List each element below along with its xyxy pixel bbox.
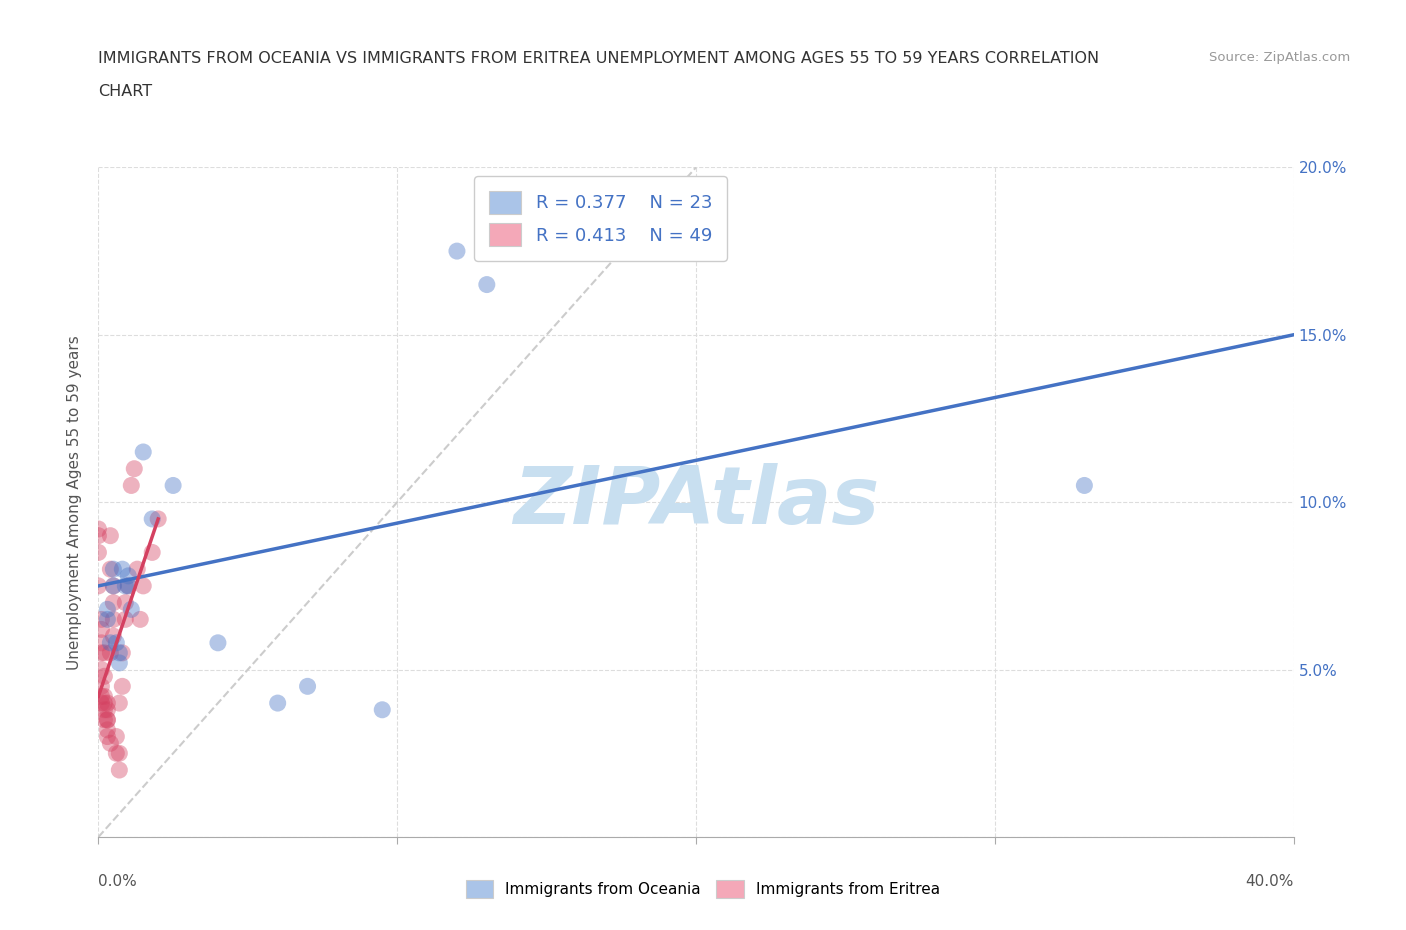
Text: 0.0%: 0.0% (98, 874, 138, 889)
Point (124, 461, 146, 476)
Point (108, 763, 131, 777)
Point (93, 696, 115, 711)
Point (108, 656, 131, 671)
Y-axis label: Unemployment Among Ages 55 to 59 years: Unemployment Among Ages 55 to 59 years (67, 335, 83, 670)
Point (90, 612, 112, 627)
Point (120, 478, 142, 493)
Point (93, 702, 115, 717)
Text: IMMIGRANTS FROM OCEANIA VS IMMIGRANTS FROM ERITREA UNEMPLOYMENT AMONG AGES 55 TO: IMMIGRANTS FROM OCEANIA VS IMMIGRANTS FR… (98, 51, 1099, 66)
Point (371, 702, 394, 717)
Point (297, 679, 319, 694)
Point (100, 635, 122, 650)
Point (111, 679, 134, 694)
Point (103, 578, 125, 593)
Point (120, 602, 142, 617)
Point (100, 736, 122, 751)
Point (96, 723, 118, 737)
Point (96, 612, 118, 627)
Point (93, 689, 115, 704)
Point (90, 635, 112, 650)
Point (105, 635, 128, 650)
Point (90, 622, 112, 637)
Point (141, 512, 163, 526)
Point (446, 244, 468, 259)
Point (117, 578, 139, 593)
Legend: Immigrants from Oceania, Immigrants from Eritrea: Immigrants from Oceania, Immigrants from… (460, 874, 946, 904)
Point (141, 545, 163, 560)
Point (105, 729, 128, 744)
Point (87, 545, 110, 560)
Point (162, 478, 184, 493)
Point (90, 645, 112, 660)
Point (103, 595, 125, 610)
Point (475, 277, 498, 292)
Point (207, 635, 229, 650)
Point (148, 512, 170, 526)
Point (93, 669, 115, 684)
Point (90, 696, 112, 711)
Point (132, 445, 155, 459)
Point (267, 696, 290, 711)
Point (96, 602, 118, 617)
Point (100, 562, 122, 577)
Legend: R = 0.377    N = 23, R = 0.413    N = 49: R = 0.377 N = 23, R = 0.413 N = 49 (474, 177, 727, 260)
Point (117, 578, 139, 593)
Point (103, 629, 125, 644)
Point (114, 595, 136, 610)
Point (96, 702, 118, 717)
Point (132, 578, 155, 593)
Point (103, 562, 125, 577)
Point (93, 712, 115, 727)
Point (129, 612, 152, 627)
Point (87, 522, 110, 537)
Point (100, 645, 122, 660)
Text: 40.0%: 40.0% (1246, 874, 1294, 889)
Point (90, 679, 112, 694)
Point (111, 562, 134, 577)
Point (87, 578, 110, 593)
Point (96, 712, 118, 727)
Point (114, 578, 136, 593)
Point (93, 645, 115, 660)
Point (114, 612, 136, 627)
Point (90, 689, 112, 704)
Point (103, 578, 125, 593)
Point (100, 528, 122, 543)
Text: ZIPAtlas: ZIPAtlas (513, 463, 879, 541)
Point (108, 746, 131, 761)
Point (105, 746, 128, 761)
Point (96, 729, 118, 744)
Point (90, 662, 112, 677)
Point (108, 696, 131, 711)
Point (111, 645, 134, 660)
Point (96, 712, 118, 727)
Text: CHART: CHART (98, 84, 152, 99)
Text: Source: ZipAtlas.com: Source: ZipAtlas.com (1209, 51, 1350, 64)
Point (87, 528, 110, 543)
Point (103, 612, 125, 627)
Point (127, 562, 149, 577)
Point (108, 645, 131, 660)
Point (96, 696, 118, 711)
Point (1073, 478, 1095, 493)
Point (117, 568, 139, 583)
